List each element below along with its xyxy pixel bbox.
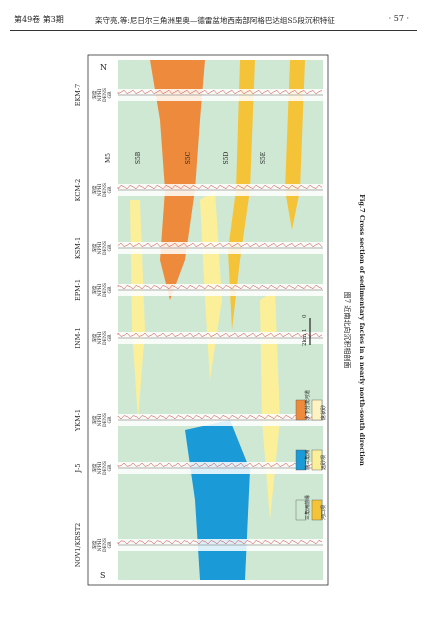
legend-label: 远砂坝 — [320, 455, 327, 470]
legend-swatch — [295, 399, 307, 421]
track-label: DENS — [102, 331, 108, 345]
log-curve — [117, 414, 323, 420]
track-label: NPHI — [97, 461, 103, 474]
legend-label: 水下分流河道 — [304, 390, 311, 420]
well-name: YKM-1 — [74, 409, 82, 432]
log-curve — [117, 540, 323, 545]
legend-swatch — [295, 449, 307, 471]
well-name: INM-1 — [74, 327, 82, 348]
layer-label: S5B — [135, 151, 142, 164]
legend-swatch — [311, 499, 323, 521]
north: N — [100, 63, 107, 72]
legend-label: 三角洲前缘 — [304, 495, 311, 520]
log-curve — [117, 242, 323, 248]
track-label: NPHI — [97, 241, 103, 254]
track-label: NPHI — [97, 538, 103, 551]
legend-label: 前三角洲 — [304, 450, 311, 470]
track-label: GR — [107, 541, 113, 549]
scale-label: 1 — [302, 329, 308, 333]
layer-label: S5D — [223, 151, 230, 164]
layer-label: M5 — [105, 153, 112, 163]
track-label: GR — [107, 334, 113, 342]
legend-swatch — [311, 449, 323, 471]
track-label: DENS — [102, 461, 108, 475]
log-curve — [117, 284, 323, 290]
distal-bar — [130, 200, 145, 420]
track-label: GR — [107, 416, 113, 424]
track-label: DENS — [102, 413, 108, 427]
track-label: NPHI — [97, 331, 103, 344]
track-label: NPHI — [97, 413, 103, 426]
track-label: GR — [107, 91, 113, 99]
scale-label: 2km — [302, 333, 308, 346]
track-label: 深度 — [91, 90, 98, 99]
track-label: GR — [107, 286, 113, 294]
caption-en: Fig.7 Cross section of sedimentary facie… — [358, 194, 366, 466]
track-label: DENS — [102, 183, 108, 197]
track-label: 深度 — [91, 415, 98, 424]
rule — [10, 30, 417, 31]
track-label: NPHI — [97, 88, 103, 101]
track-label: DENS — [102, 538, 108, 552]
track-label: GR — [107, 186, 113, 194]
well-name: KSM-1 — [74, 237, 82, 259]
track-label: 深度 — [91, 285, 98, 294]
legend-label: 席状砂 — [320, 405, 327, 420]
track-label: DENS — [102, 241, 108, 255]
track-label: NPHI — [97, 283, 103, 296]
scale-label: 0 — [302, 314, 308, 318]
log-curve — [117, 332, 323, 338]
well-name: EKM-7 — [74, 84, 82, 107]
layer-label: S5C — [185, 151, 192, 164]
legend-swatch — [295, 499, 307, 521]
running-title: 栾守亮,等:尼日尔三角洲里奥—德雷盆地西南部阿格巴达组S5段沉积特征 — [95, 16, 335, 25]
well-name: KCM-2 — [74, 179, 82, 202]
legend-label: 河口坝 — [320, 505, 327, 520]
track-label: DENS — [102, 283, 108, 297]
volume: 第49卷 第3期 — [14, 15, 64, 24]
track-label: 深度 — [91, 243, 98, 252]
track-label: GR — [107, 244, 113, 252]
track-label: 深度 — [91, 185, 98, 194]
track-label: 深度 — [91, 463, 98, 472]
caption-cn: 图7 近南北向沉积相剖面 — [343, 292, 352, 369]
layer-label: S5E — [260, 152, 267, 164]
track-label: DENS — [102, 88, 108, 102]
well-name: J-5 — [74, 464, 82, 474]
well-name: EPM-1 — [74, 279, 82, 301]
south: S — [100, 571, 105, 580]
track-label: 深度 — [91, 333, 98, 342]
log-curve — [117, 184, 323, 190]
track-label: GR — [107, 464, 113, 472]
legend-swatch — [311, 399, 323, 421]
log-curve — [117, 89, 323, 95]
track-label: 深度 — [91, 540, 98, 549]
log-curve — [117, 462, 323, 468]
channel — [150, 60, 205, 300]
page-number: · 57 · — [388, 14, 409, 23]
well-name: NOV1/KRST2 — [74, 523, 82, 568]
track-label: NPHI — [97, 183, 103, 196]
